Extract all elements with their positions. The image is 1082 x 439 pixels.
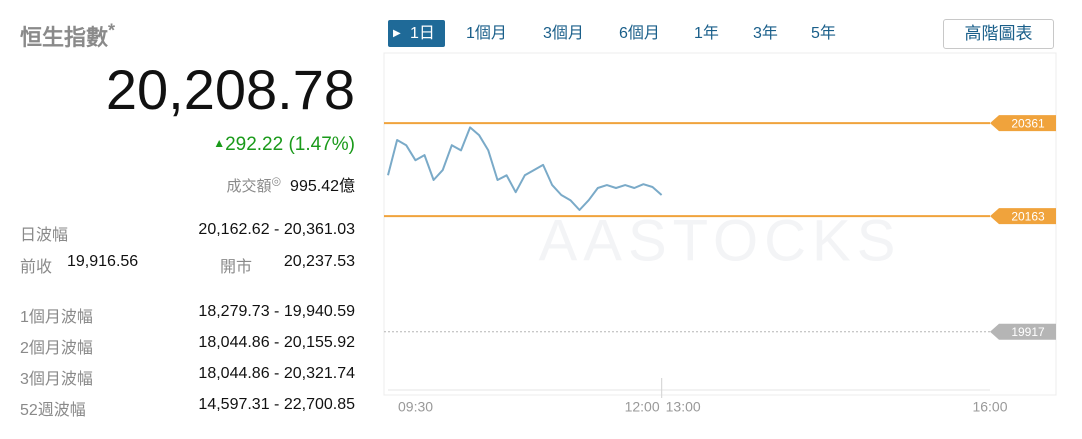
period-tab[interactable]: 1個月 <box>466 25 507 42</box>
reference-tag <box>990 115 1056 132</box>
title-text: 恒生指數 <box>20 25 109 50</box>
change-text: 292.22 (1.47%) <box>225 134 355 155</box>
chart: AASTOCKS 09:30 12:00 13:00 16:00 20361 20163 19… <box>383 52 1057 415</box>
title-mark: * <box>108 20 116 41</box>
period-tab[interactable]: 6個月 <box>619 25 660 42</box>
period-tab[interactable]: 5年 <box>811 25 836 42</box>
range-value: 14,597.31 - 22,700.85 <box>198 396 355 413</box>
period-tab[interactable]: 3個月 <box>543 25 584 42</box>
period-tab[interactable]: 1日 ▶ <box>388 20 445 47</box>
prev-close-label: 前收 <box>20 259 53 276</box>
reference-tag <box>990 323 1056 340</box>
period-tab[interactable]: 1年 <box>694 25 719 42</box>
range-label: 2個月波幅 <box>20 340 93 357</box>
price-line <box>387 126 663 211</box>
period-tab[interactable]: 3年 <box>753 25 778 42</box>
range-label: 52週波幅 <box>20 402 86 419</box>
change: ▲292.22 (1.47%) <box>213 134 355 155</box>
x-tick-label: 13:00 <box>666 399 701 415</box>
open-value: 20,237.53 <box>283 253 355 270</box>
reference-tag-label: 20361 <box>1011 116 1045 130</box>
index-title: 恒生指數* <box>20 20 115 52</box>
tab-arrow: ▶ <box>393 28 401 39</box>
turnover-label: 成交額 <box>226 178 272 195</box>
range-value: 20,162.62 - 20,361.03 <box>198 221 355 238</box>
reference-tag <box>990 208 1056 225</box>
x-tick-label: 09:30 <box>398 399 433 415</box>
open-label: 開市 <box>220 259 253 276</box>
range-label: 3個月波幅 <box>20 371 93 388</box>
reference-tag-label: 20163 <box>1011 209 1045 223</box>
x-tick-label: 12:00 <box>625 399 660 415</box>
range-value: 18,279.73 - 19,940.59 <box>198 303 355 320</box>
range-label: 日波幅 <box>20 227 69 244</box>
range-label: 1個月波幅 <box>20 309 93 326</box>
range-value: 18,044.86 - 20,155.92 <box>198 334 355 351</box>
turnover: 成交額◎ 995.42億 <box>226 175 355 195</box>
x-tick-label: 16:00 <box>972 399 1007 415</box>
watermark: AASTOCKS <box>539 208 902 273</box>
reference-tag-label: 19917 <box>1011 325 1045 339</box>
prev-close-value: 19,916.56 <box>67 253 139 270</box>
turnover-value: 995.42億 <box>290 178 355 195</box>
last-price: 20,208.78 <box>105 58 355 121</box>
advanced-chart-button[interactable]: 高階圖表 <box>943 19 1054 49</box>
range-value: 18,044.86 - 20,321.74 <box>198 365 355 382</box>
